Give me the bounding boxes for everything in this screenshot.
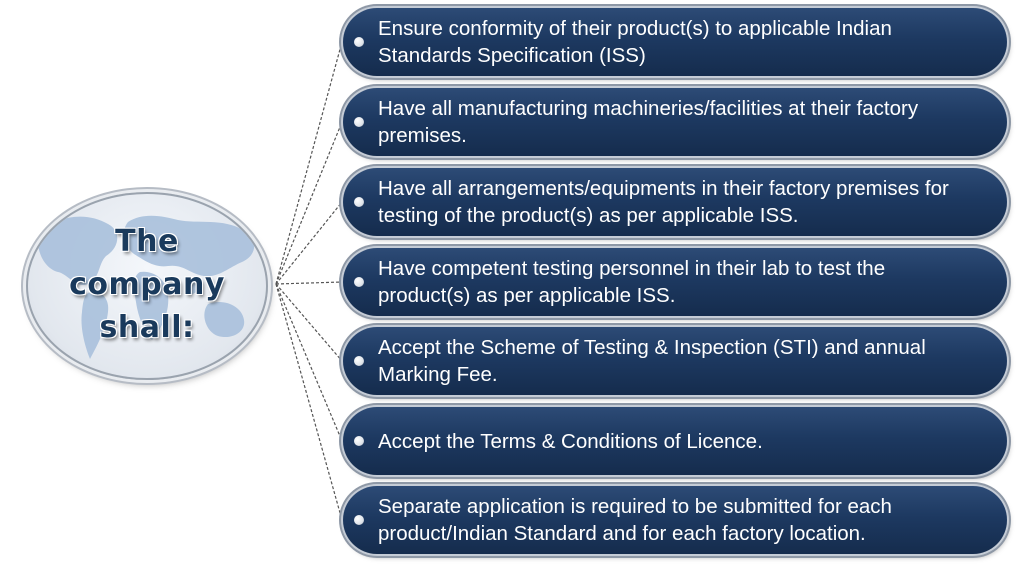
- bullet-icon: [354, 37, 364, 47]
- connector-line-2: [275, 121, 343, 285]
- requirement-text: Separate application is required to be s…: [378, 495, 892, 545]
- requirement-box-6: Accept the Terms & Conditions of Licence…: [343, 407, 1007, 475]
- hub-circle: The company shall:: [26, 192, 268, 380]
- bullet-icon: [354, 436, 364, 446]
- requirement-box-5: Accept the Scheme of Testing & Inspectio…: [343, 327, 1007, 395]
- requirement-box-4: Have competent testing personnel in thei…: [343, 248, 1007, 316]
- connector-line-4: [275, 281, 343, 285]
- connector-line-5: [275, 283, 343, 362]
- requirement-text: Accept the Terms & Conditions of Licence…: [378, 429, 763, 453]
- world-map-icon: [37, 215, 255, 359]
- requirement-text: Ensure conformity of their product(s) to…: [378, 17, 892, 67]
- requirement-text: Accept the Scheme of Testing & Inspectio…: [378, 336, 926, 386]
- bullet-icon: [354, 197, 364, 207]
- requirement-box-2: Have all manufacturing machineries/facil…: [343, 88, 1007, 156]
- connector-line-6: [275, 283, 343, 442]
- connector-line-3: [275, 201, 343, 285]
- bullet-icon: [354, 515, 364, 525]
- requirement-text: Have all manufacturing machineries/facil…: [378, 97, 919, 147]
- connector-line-1: [275, 41, 343, 285]
- bullet-icon: [354, 117, 364, 127]
- requirement-text: Have all arrangements/equipments in thei…: [378, 177, 949, 227]
- bullet-icon: [354, 356, 364, 366]
- bullet-icon: [354, 277, 364, 287]
- connector-line-7: [275, 283, 343, 521]
- requirement-box-1: Ensure conformity of their product(s) to…: [343, 8, 1007, 76]
- requirement-box-7: Separate application is required to be s…: [343, 486, 1007, 554]
- requirement-text: Have competent testing personnel in thei…: [378, 257, 886, 307]
- hub-title: The company shall:: [69, 224, 225, 345]
- requirement-box-3: Have all arrangements/equipments in thei…: [343, 168, 1007, 236]
